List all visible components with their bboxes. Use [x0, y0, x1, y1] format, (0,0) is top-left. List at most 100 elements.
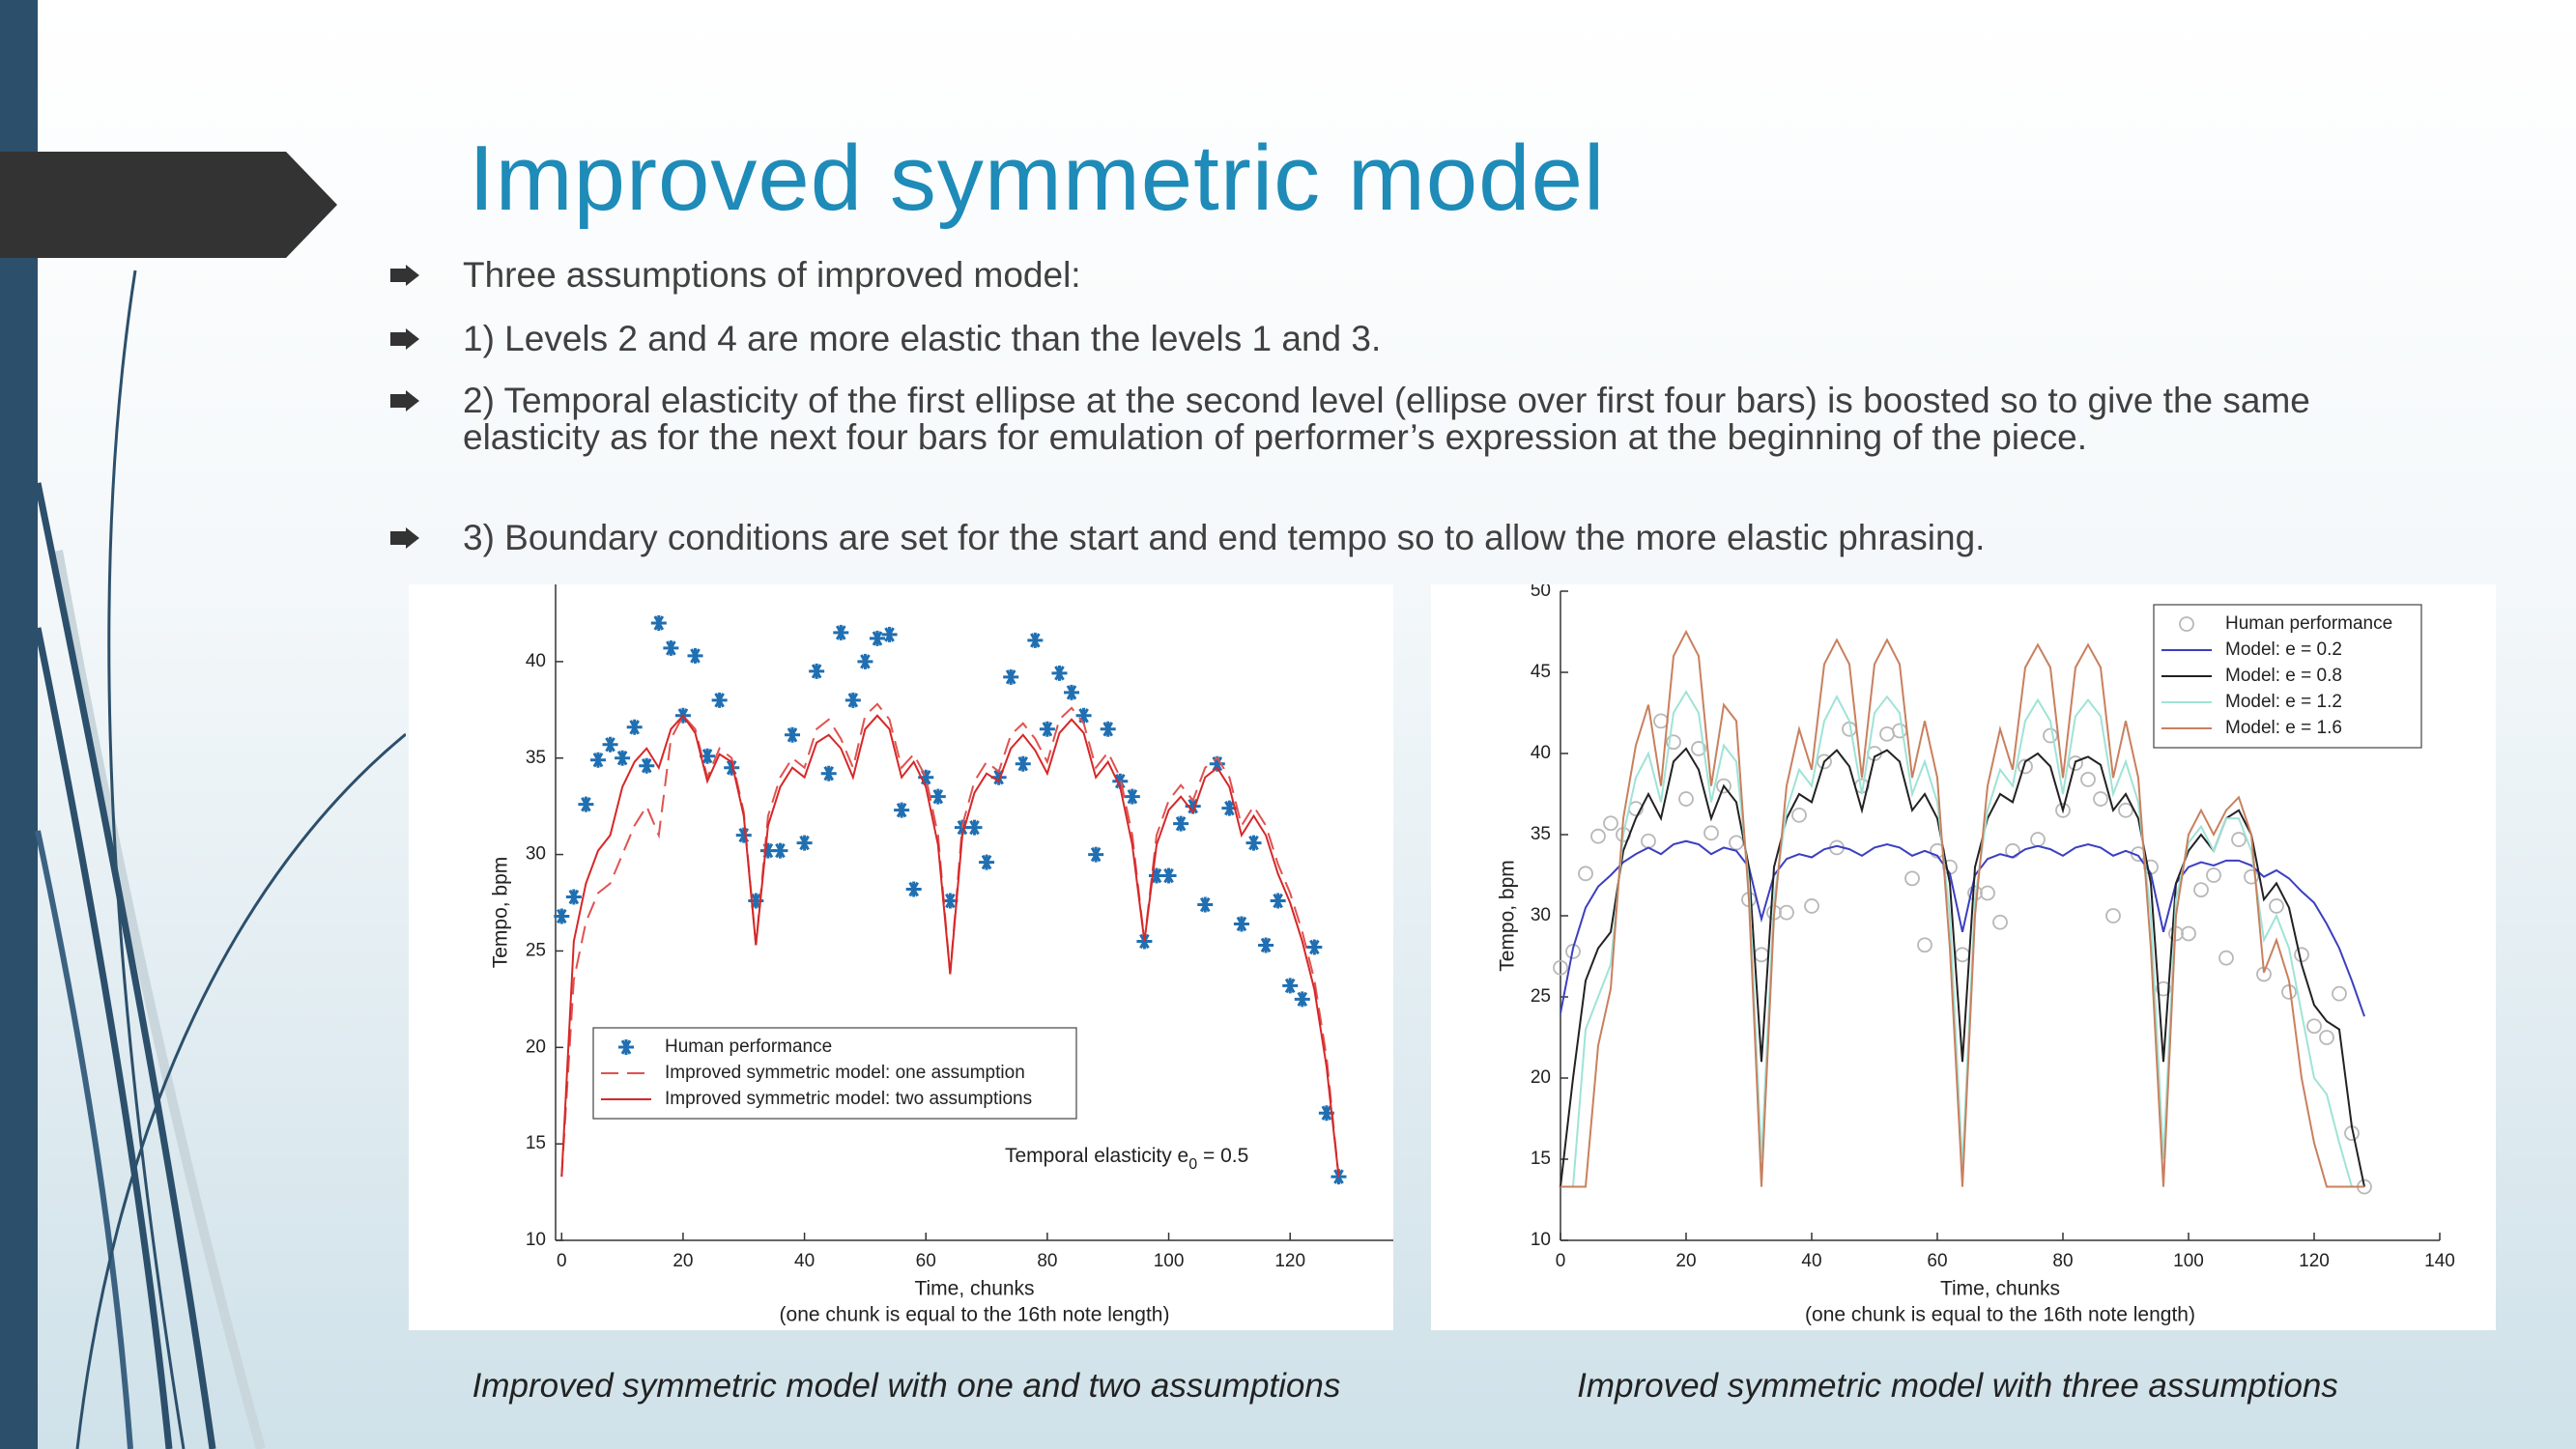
x-tick-label: 80 — [2052, 1251, 2073, 1271]
point — [2181, 925, 2196, 942]
point — [554, 908, 570, 924]
point — [2080, 771, 2096, 787]
y-tick-label: 50 — [1531, 584, 1551, 601]
point — [724, 759, 740, 776]
point — [1221, 800, 1238, 816]
y-tick-label: 30 — [1531, 905, 1551, 925]
y-tick-label: 20 — [526, 1037, 546, 1057]
point — [1100, 721, 1116, 737]
point — [1282, 978, 1299, 994]
legend-label: Model: e = 0.8 — [2225, 666, 2342, 686]
point — [1879, 725, 1895, 742]
caption: Improved symmetric model with three assu… — [1577, 1367, 2338, 1405]
point — [1817, 753, 1832, 770]
point — [1185, 798, 1201, 814]
point — [1729, 835, 1744, 851]
point — [918, 769, 934, 785]
point — [809, 663, 825, 679]
y-axis-label: Tempo, bpm — [1497, 860, 1519, 972]
point — [2206, 867, 2221, 883]
series-line — [1560, 839, 2365, 1017]
point — [857, 653, 873, 669]
point — [1039, 721, 1055, 737]
point — [565, 889, 582, 905]
point — [2030, 832, 2046, 847]
point — [1917, 937, 1932, 953]
y-tick-label: 45 — [1531, 662, 1551, 682]
curve — [34, 627, 173, 1449]
annotation-part: Temporal elasticity e — [1005, 1145, 1188, 1167]
point — [2218, 950, 2234, 966]
point — [1075, 707, 1092, 724]
legend-box — [592, 1027, 1077, 1120]
point — [2018, 758, 2033, 775]
point — [881, 626, 898, 642]
legend-label: Model: e = 1.2 — [2225, 692, 2342, 712]
y-tick-label: 25 — [526, 940, 546, 960]
y-tick-label: 20 — [1531, 1067, 1551, 1088]
series-line — [1560, 690, 2364, 1188]
point — [1779, 904, 1794, 921]
point — [796, 835, 813, 851]
point — [1173, 815, 1189, 832]
y-tick-label: 35 — [1531, 824, 1551, 844]
point — [833, 624, 849, 640]
point — [687, 647, 703, 664]
bullet-text: 3) Boundary conditions are set for the s… — [463, 518, 1986, 557]
x-axis-label: (one chunk is equal to the 16th note len… — [1805, 1304, 2195, 1326]
point — [1804, 898, 1819, 914]
point — [1980, 885, 1995, 901]
y-tick-label: 40 — [526, 651, 546, 671]
point — [1603, 815, 1618, 832]
point — [1892, 723, 1907, 739]
point — [2093, 791, 2108, 807]
point — [1258, 937, 1274, 953]
point — [2244, 868, 2259, 885]
bullet-icon — [390, 527, 419, 549]
point — [1148, 867, 1164, 884]
bullet-icon — [390, 265, 419, 286]
y-tick-label: 15 — [526, 1133, 546, 1153]
y-tick-label: 15 — [1531, 1149, 1551, 1169]
point — [1553, 959, 1568, 976]
x-tick-label: 80 — [1037, 1251, 1057, 1271]
point — [1641, 833, 1656, 849]
legend: Human performance Improved symmetric mode… — [592, 1027, 1077, 1120]
point — [711, 692, 728, 708]
point — [1653, 713, 1669, 729]
decoration — [0, 0, 406, 1449]
point — [735, 827, 752, 843]
point — [1306, 939, 1323, 955]
point — [1197, 896, 1214, 913]
chart: 10 15 20 25 30 35 40 45 50 0 20 40 60 80 100 120 140 Time… — [1431, 584, 2496, 1330]
point — [2043, 727, 2058, 744]
x-tick-label: 40 — [1801, 1251, 1821, 1271]
series-line — [1560, 747, 2365, 1187]
x-tick-label: 60 — [1927, 1251, 1947, 1271]
x-tick-label: 100 — [1154, 1251, 1185, 1271]
point — [2055, 802, 2071, 818]
point — [869, 630, 885, 646]
title-arrow — [0, 152, 337, 258]
legend-label: Model: e = 0.2 — [2225, 639, 2342, 660]
point — [578, 796, 594, 812]
point — [905, 881, 922, 897]
curve — [35, 830, 133, 1449]
point — [626, 719, 643, 735]
x-axis-label: Time, chunks — [914, 1278, 1034, 1300]
point — [1015, 755, 1031, 772]
legend-label: Model: e = 1.6 — [2225, 718, 2342, 738]
point — [1791, 807, 1807, 823]
point — [2332, 985, 2347, 1002]
point — [2319, 1030, 2334, 1045]
point — [1270, 893, 1286, 909]
x-axis-label: Time, chunks — [1940, 1278, 2060, 1300]
point — [1691, 741, 1706, 756]
point — [1716, 778, 1732, 794]
legend-label: Human performance — [665, 1037, 832, 1057]
point — [1209, 755, 1225, 772]
x-tick-label: 40 — [794, 1251, 815, 1271]
annotation-part: = 0.5 — [1197, 1145, 1248, 1167]
y-tick-label: 10 — [1531, 1230, 1551, 1250]
